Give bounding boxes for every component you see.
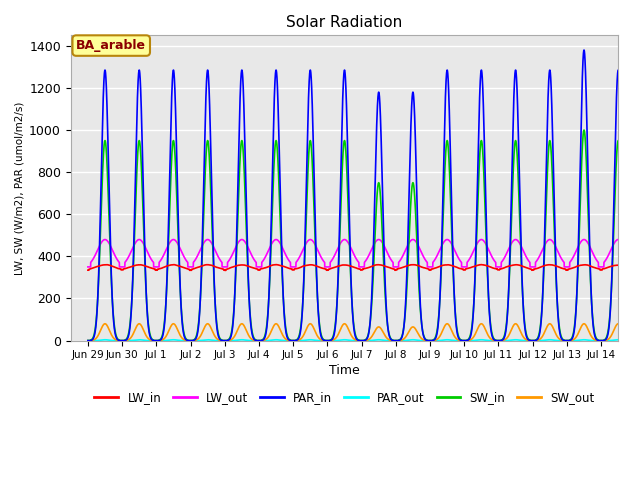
- SW_out: [235, 324, 243, 330]
- PAR_in: [632, 338, 639, 344]
- SW_out: [84, 338, 92, 344]
- Text: BA_arable: BA_arable: [76, 39, 146, 52]
- SW_out: [133, 323, 141, 329]
- LW_in: [585, 263, 593, 268]
- SW_out: [585, 328, 593, 334]
- SW_in: [632, 338, 639, 344]
- PAR_out: [585, 337, 593, 343]
- SW_out: [632, 338, 639, 344]
- PAR_in: [235, 142, 243, 148]
- PAR_out: [508, 337, 515, 343]
- Line: SW_out: SW_out: [88, 324, 636, 341]
- SW_out: [548, 322, 556, 328]
- PAR_out: [101, 337, 109, 343]
- PAR_in: [547, 90, 555, 96]
- LW_out: [235, 239, 243, 244]
- LW_out: [273, 237, 280, 242]
- SW_in: [585, 225, 593, 230]
- SW_out: [508, 327, 515, 333]
- PAR_out: [235, 337, 243, 343]
- SW_in: [84, 338, 92, 344]
- LW_out: [632, 264, 639, 270]
- PAR_in: [580, 47, 588, 53]
- LW_in: [273, 262, 280, 267]
- LW_out: [548, 237, 556, 243]
- LW_in: [84, 267, 92, 273]
- Line: PAR_in: PAR_in: [88, 50, 636, 341]
- Line: LW_in: LW_in: [88, 264, 636, 270]
- SW_in: [547, 152, 555, 157]
- LW_out: [133, 238, 141, 244]
- PAR_in: [133, 120, 141, 125]
- Line: PAR_out: PAR_out: [88, 340, 636, 341]
- PAR_in: [84, 338, 92, 344]
- Line: SW_in: SW_in: [88, 130, 636, 341]
- LW_in: [272, 262, 280, 267]
- Legend: LW_in, LW_out, PAR_in, PAR_out, SW_in, SW_out: LW_in, LW_out, PAR_in, PAR_out, SW_in, S…: [90, 386, 599, 408]
- LW_in: [133, 262, 141, 268]
- LW_out: [84, 264, 92, 270]
- LW_in: [235, 263, 243, 268]
- PAR_in: [508, 192, 515, 198]
- PAR_in: [585, 199, 593, 205]
- LW_out: [101, 237, 109, 242]
- SW_in: [508, 219, 515, 225]
- PAR_out: [273, 337, 280, 343]
- Title: Solar Radiation: Solar Radiation: [286, 15, 403, 30]
- SW_in: [235, 186, 243, 192]
- PAR_out: [632, 338, 639, 344]
- Line: LW_out: LW_out: [88, 240, 636, 267]
- LW_in: [632, 267, 639, 273]
- LW_in: [548, 262, 556, 268]
- SW_in: [133, 171, 141, 177]
- SW_out: [101, 321, 109, 327]
- PAR_out: [84, 338, 92, 344]
- PAR_in: [273, 69, 280, 74]
- Y-axis label: LW, SW (W/m2), PAR (umol/m2/s): LW, SW (W/m2), PAR (umol/m2/s): [15, 101, 25, 275]
- LW_out: [585, 241, 593, 247]
- LW_out: [508, 240, 515, 246]
- X-axis label: Time: Time: [329, 364, 360, 377]
- SW_in: [580, 127, 588, 133]
- PAR_out: [133, 337, 141, 343]
- LW_in: [222, 267, 230, 273]
- SW_in: [273, 139, 280, 144]
- SW_out: [273, 321, 280, 327]
- LW_in: [508, 263, 515, 268]
- PAR_out: [548, 337, 556, 343]
